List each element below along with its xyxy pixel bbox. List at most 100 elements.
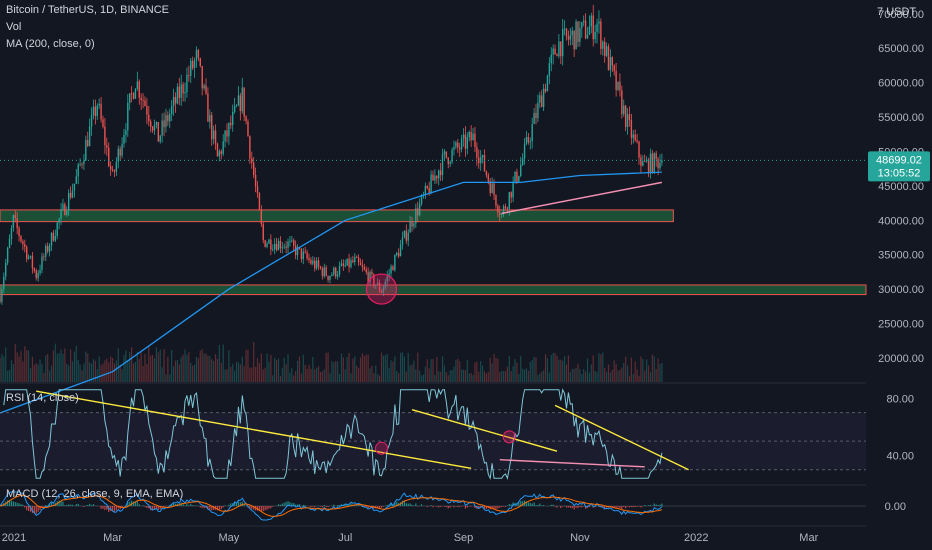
macd-histogram-bar — [543, 505, 545, 506]
macd-histogram-bar — [436, 506, 438, 507]
volume-bar — [403, 356, 405, 382]
macd-histogram-bar — [394, 502, 396, 506]
candle-body — [628, 114, 631, 120]
rsi-legend[interactable]: RSI (14, close) — [6, 392, 79, 404]
macd-histogram-bar — [192, 505, 194, 506]
candle-body — [375, 285, 377, 287]
volume-bar — [319, 371, 322, 382]
volume-legend[interactable]: Vol — [6, 21, 22, 33]
volume-bar — [562, 360, 564, 382]
macd-histogram-bar — [253, 506, 255, 510]
volume-bar — [184, 349, 186, 382]
candle-body — [621, 90, 623, 115]
currency-label[interactable]: 7 USDT — [877, 6, 916, 18]
price-badge-countdown: 13:05:52 — [878, 167, 921, 179]
time-tick-label: Sep — [454, 532, 474, 544]
volume-bar — [5, 347, 7, 382]
candle-body — [75, 176, 77, 184]
candle-body — [287, 241, 289, 248]
macd-histogram-bar — [581, 506, 583, 508]
volume-bar — [441, 356, 444, 382]
candle-body — [365, 269, 367, 273]
volume-bar — [405, 371, 407, 382]
candle-body — [237, 95, 240, 106]
macd-histogram-bar — [10, 500, 13, 506]
candle-body — [378, 282, 381, 291]
candle-body — [216, 143, 219, 157]
candle-body — [127, 102, 129, 131]
candle-body — [323, 267, 325, 277]
candle-body — [493, 183, 495, 196]
candle-body — [476, 147, 478, 158]
macd-histogram-bar — [502, 506, 505, 507]
candle-body — [67, 192, 70, 211]
candle-body — [542, 88, 545, 108]
macd-histogram-bar — [596, 505, 598, 506]
volume-bar — [274, 358, 276, 382]
candle-body — [523, 143, 526, 159]
macd-histogram-bar — [151, 506, 154, 511]
macd-histogram-bar — [493, 506, 495, 509]
candle-body — [550, 54, 552, 64]
volume-bar — [476, 361, 478, 382]
candle-body — [659, 162, 661, 169]
rsi-pane — [0, 388, 866, 481]
volume-bar — [611, 369, 613, 382]
macd-histogram-bar — [132, 501, 135, 506]
volume-bar — [7, 370, 9, 382]
candle-body — [518, 175, 520, 182]
candle-body — [46, 245, 49, 252]
macd-histogram-bar — [60, 500, 62, 506]
candle-body — [184, 92, 186, 94]
candle-body — [624, 105, 627, 128]
candle-body — [340, 263, 343, 266]
volume-bar — [337, 361, 339, 382]
macd-histogram-bar — [178, 504, 180, 506]
macd-histogram-bar — [251, 506, 253, 510]
volume-bar — [174, 360, 177, 382]
candle-body — [10, 228, 13, 239]
macd-histogram-bar — [432, 506, 434, 508]
volume-bar — [440, 371, 442, 382]
macd-histogram-bar — [235, 502, 238, 506]
volume-bar — [461, 369, 463, 382]
candle-body — [327, 275, 329, 280]
macd-histogram-bar — [483, 506, 486, 509]
macd-legend[interactable]: MACD (12, 26, close, 9, EMA, EMA) — [6, 488, 184, 500]
volume-bar — [623, 362, 625, 382]
candle-body — [497, 205, 499, 213]
volume-bar — [474, 362, 476, 382]
candle-body — [592, 15, 594, 40]
macd-histogram-bar — [58, 500, 60, 506]
macd-histogram-bar — [260, 506, 262, 512]
volume-bar — [659, 364, 661, 382]
candle-body — [54, 236, 57, 241]
macd-histogram-bar — [220, 506, 222, 510]
candle-body — [384, 281, 387, 288]
volume-bar — [117, 348, 119, 382]
candle-body — [235, 105, 238, 107]
volume-bar — [207, 355, 209, 382]
volume-bar — [529, 361, 531, 382]
time-axis[interactable]: 2021 Mar May Jul Sep Nov 2022 Mar — [2, 532, 819, 544]
candle-body — [504, 206, 507, 209]
candle-body — [275, 243, 278, 251]
volume-bar — [605, 372, 608, 382]
ma-legend[interactable]: MA (200, close, 0) — [6, 38, 95, 50]
volume-bar — [493, 353, 495, 382]
candle-body — [315, 260, 318, 269]
volume-bar — [193, 364, 196, 382]
macd-histogram-bar — [358, 505, 360, 506]
candle-body — [594, 31, 596, 40]
volume-bar — [539, 373, 541, 382]
candle-body — [8, 238, 11, 249]
volume-bar — [573, 368, 575, 382]
candle-body — [571, 30, 573, 36]
volume-bar — [138, 358, 140, 382]
macd-histogram-bar — [186, 503, 188, 506]
volume-bar — [279, 375, 282, 382]
volume-bar — [71, 361, 74, 382]
volume-bar — [640, 356, 642, 382]
